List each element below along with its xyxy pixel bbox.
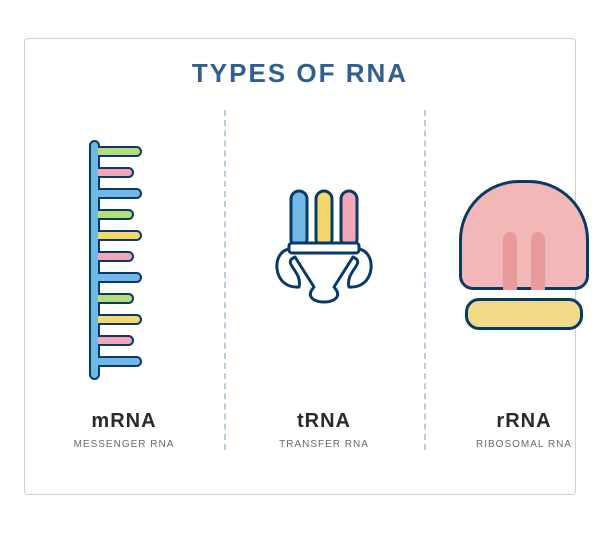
trna-graphic — [224, 110, 424, 410]
panels-row: mRNA MESSENGER RNA tRNA TRANSFER RNA rRN… — [24, 110, 600, 450]
mrna-rung — [98, 272, 142, 283]
mrna-short-label: mRNA — [91, 410, 156, 433]
mrna-rung — [98, 230, 142, 241]
mrna-rung — [98, 167, 134, 178]
mrna-suffix: RNA — [110, 410, 156, 432]
mrna-rung — [98, 146, 142, 157]
trna-long-label: TRANSFER RNA — [279, 439, 369, 450]
mrna-rung — [98, 209, 134, 220]
rrna-small-subunit — [465, 298, 583, 330]
mrna-long-label: MESSENGER RNA — [74, 439, 175, 450]
mrna-rung — [98, 314, 142, 325]
mrna-graphic — [24, 110, 224, 410]
trna-prefix: t — [297, 410, 305, 432]
rrna-graphic — [424, 110, 600, 410]
rrna-long-label: RIBOSOMAL RNA — [476, 439, 572, 450]
mrna-prefix: m — [91, 410, 110, 432]
rrna-prefix: r — [496, 410, 505, 432]
rrna-slit — [503, 232, 517, 290]
panel-trna: tRNA TRANSFER RNA — [224, 110, 424, 450]
trna-shape — [269, 185, 379, 335]
mrna-rung — [98, 356, 142, 367]
mrna-rung — [98, 188, 142, 199]
rrna-shape — [454, 180, 594, 340]
rrna-suffix: RNA — [505, 410, 551, 432]
mrna-shape — [89, 140, 159, 380]
rrna-large-subunit — [459, 180, 589, 290]
rrna-short-label: rRNA — [496, 410, 551, 433]
trna-suffix: RNA — [305, 410, 351, 432]
panel-mrna: mRNA MESSENGER RNA — [24, 110, 224, 450]
mrna-rung — [98, 251, 134, 262]
mrna-rung — [98, 293, 134, 304]
trna-short-label: tRNA — [297, 410, 351, 433]
page-title: TYPES OF RNA — [0, 58, 600, 89]
mrna-rung — [98, 335, 134, 346]
rrna-slit — [531, 232, 545, 290]
panel-rrna: rRNA RIBOSOMAL RNA — [424, 110, 600, 450]
